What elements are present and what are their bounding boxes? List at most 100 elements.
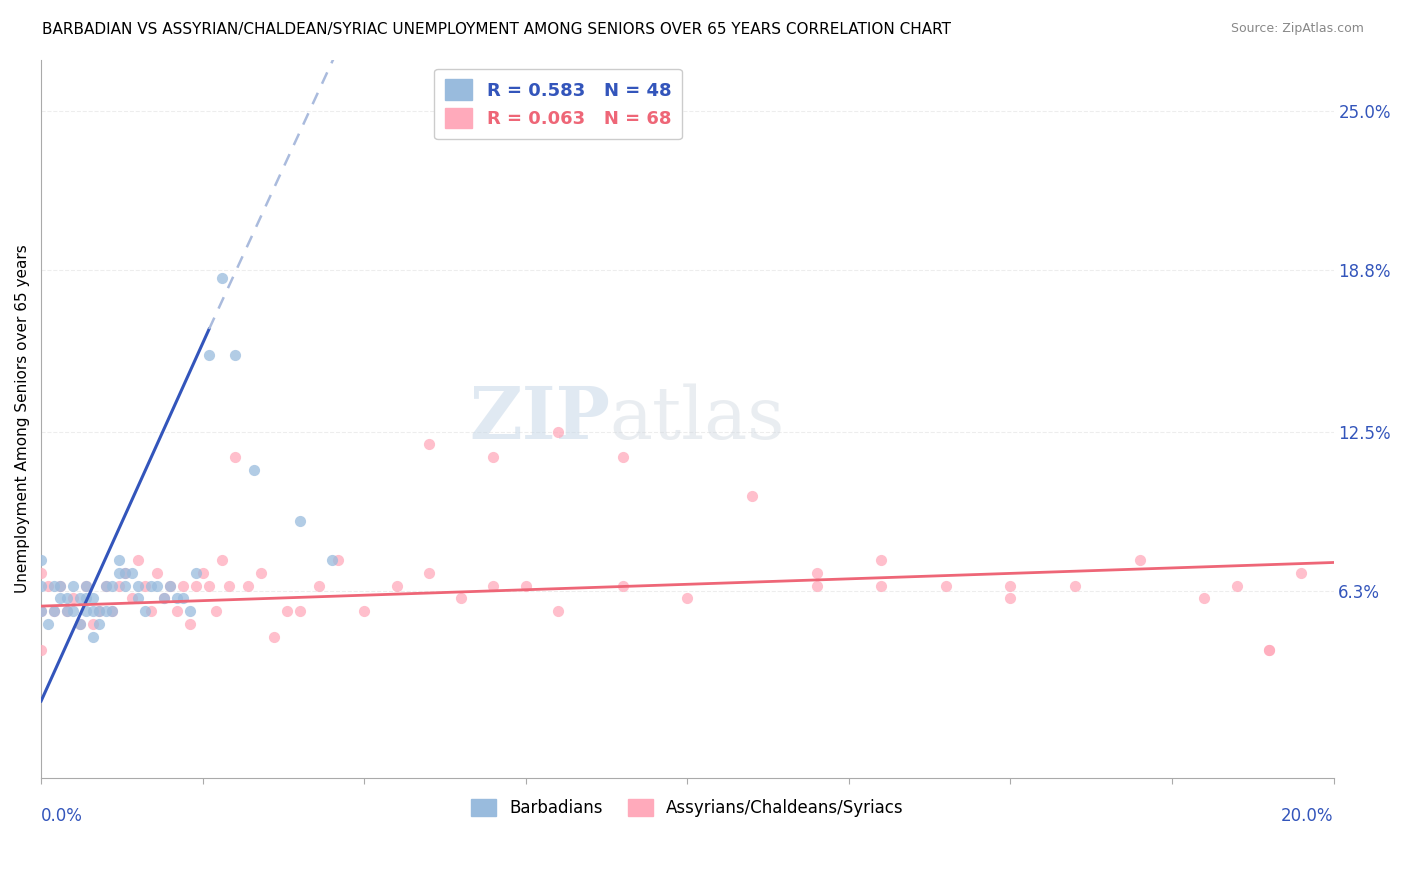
Point [139, 604, 162, 618]
Point [127, 553, 149, 567]
Point [353, 604, 375, 618]
Point [612, 578, 634, 592]
Point [146, 578, 169, 592]
Point [153, 591, 176, 606]
Point [243, 463, 266, 477]
Point [1289, 566, 1312, 580]
Point [69, 617, 91, 632]
Point [56, 604, 79, 618]
Point [1000, 591, 1022, 606]
Point [172, 578, 194, 592]
Point [101, 604, 124, 618]
Point [82, 591, 104, 606]
Point [172, 591, 194, 606]
Point [308, 578, 330, 592]
Point [288, 515, 311, 529]
Text: atlas: atlas [610, 384, 785, 454]
Point [75, 591, 97, 606]
Point [42, 604, 65, 618]
Point [30, 566, 52, 580]
Point [62, 578, 84, 592]
Point [153, 591, 176, 606]
Point [49, 591, 72, 606]
Point [547, 604, 569, 618]
Point [62, 591, 84, 606]
Point [127, 591, 149, 606]
Point [870, 553, 893, 567]
Point [482, 450, 505, 465]
Point [56, 591, 79, 606]
Point [107, 553, 129, 567]
Point [276, 604, 298, 618]
Point [1257, 642, 1279, 657]
Point [191, 566, 214, 580]
Point [101, 578, 124, 592]
Point [870, 578, 893, 592]
Point [186, 578, 208, 592]
Text: 20.0%: 20.0% [1281, 806, 1333, 825]
Point [482, 578, 505, 592]
Point [94, 604, 117, 618]
Point [42, 578, 65, 592]
Point [236, 578, 259, 592]
Point [250, 566, 273, 580]
Point [676, 591, 699, 606]
Point [806, 566, 828, 580]
Point [89, 604, 111, 618]
Point [107, 566, 129, 580]
Point [37, 578, 59, 592]
Point [612, 450, 634, 465]
Point [159, 578, 181, 592]
Point [224, 450, 246, 465]
Text: Source: ZipAtlas.com: Source: ZipAtlas.com [1230, 22, 1364, 36]
Point [198, 348, 221, 362]
Point [198, 578, 221, 592]
Point [82, 630, 104, 644]
Point [82, 617, 104, 632]
Point [1000, 578, 1022, 592]
Point [515, 578, 537, 592]
Point [1257, 642, 1279, 657]
Point [30, 604, 52, 618]
Point [127, 578, 149, 592]
Point [82, 604, 104, 618]
Point [37, 617, 59, 632]
Point [204, 604, 226, 618]
Point [89, 617, 111, 632]
Point [49, 578, 72, 592]
Point [450, 591, 472, 606]
Point [418, 566, 440, 580]
Point [30, 553, 52, 567]
Point [166, 604, 188, 618]
Point [69, 591, 91, 606]
Point [328, 553, 350, 567]
Point [89, 604, 111, 618]
Point [159, 578, 181, 592]
Text: 0.0%: 0.0% [41, 806, 83, 825]
Point [30, 642, 52, 657]
Point [288, 604, 311, 618]
Point [385, 578, 408, 592]
Legend: Barbadians, Assyrians/Chaldeans/Syriacs: Barbadians, Assyrians/Chaldeans/Syriacs [464, 792, 910, 823]
Point [101, 604, 124, 618]
Point [56, 604, 79, 618]
Y-axis label: Unemployment Among Seniors over 65 years: Unemployment Among Seniors over 65 years [15, 244, 30, 593]
Point [224, 348, 246, 362]
Point [75, 578, 97, 592]
Point [42, 604, 65, 618]
Point [186, 566, 208, 580]
Point [935, 578, 957, 592]
Point [134, 604, 156, 618]
Point [218, 578, 240, 592]
Point [1226, 578, 1249, 592]
Point [1064, 578, 1087, 592]
Point [30, 578, 52, 592]
Point [146, 566, 169, 580]
Point [166, 591, 188, 606]
Point [134, 578, 156, 592]
Point [179, 617, 201, 632]
Point [179, 604, 201, 618]
Point [94, 578, 117, 592]
Point [1194, 591, 1216, 606]
Point [107, 578, 129, 592]
